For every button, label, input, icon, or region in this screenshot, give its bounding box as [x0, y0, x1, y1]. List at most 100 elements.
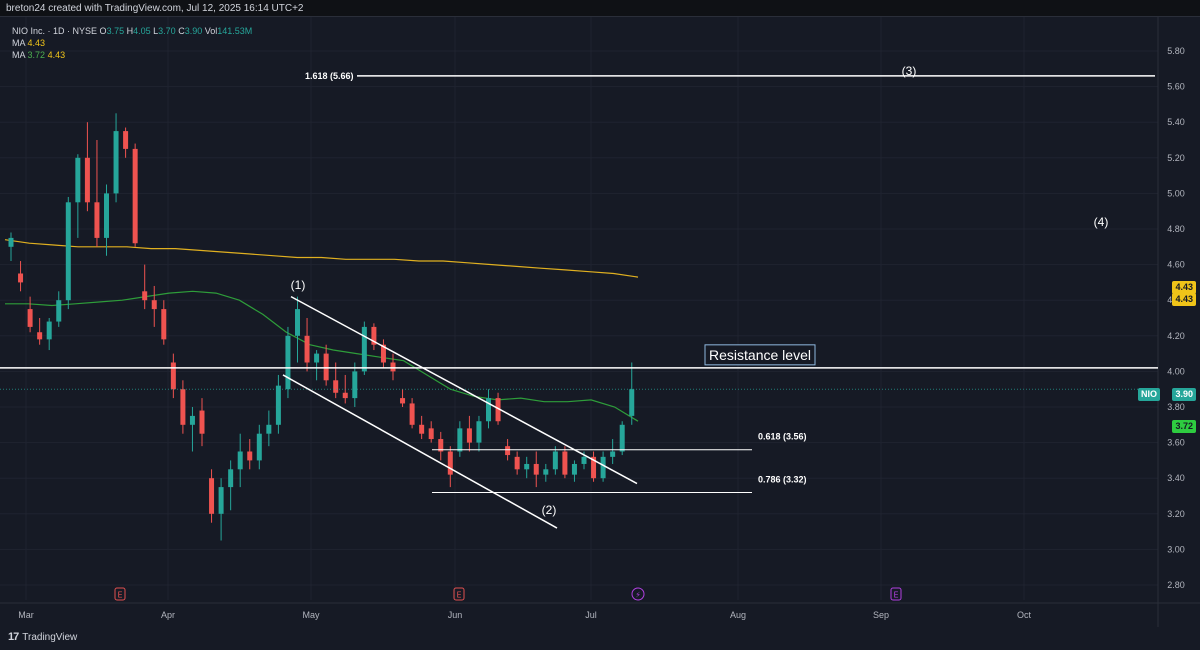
candle-body [495, 398, 501, 422]
time-tick-label: Apr [161, 610, 175, 620]
open-label: O [99, 26, 107, 36]
resistance-label-box [704, 344, 816, 366]
legend-ma-1[interactable]: MA 4.43 [12, 38, 45, 49]
earnings-marker-icon [114, 587, 126, 601]
high-value: 4.05 [133, 26, 151, 36]
ma-short-line [5, 290, 639, 422]
price-tick-label: 5.00 [1167, 188, 1185, 198]
fib-level-label: 0.786 (3.32) [758, 474, 807, 484]
candle-body [552, 451, 558, 470]
candle-body [170, 362, 176, 390]
last-price-badge: 3.90 [1172, 388, 1196, 401]
candle-body [409, 403, 415, 425]
brand-name: TradingView [22, 631, 78, 643]
candle-body [447, 451, 453, 475]
low-label: L [153, 26, 159, 36]
annotations: Resistance level 1.618 (5.66) 0.618 (3.56)… [0, 64, 1158, 529]
candle-body [18, 273, 24, 283]
candle-body [400, 398, 406, 404]
wave-label: (2) [542, 503, 557, 517]
price-tick-label: 3.40 [1167, 473, 1185, 483]
candles [8, 113, 635, 541]
price-tick-label: 5.20 [1167, 153, 1185, 163]
candle-body [256, 433, 262, 461]
candle-body [361, 326, 367, 372]
candle-body [209, 478, 215, 514]
high-label: H [126, 26, 134, 36]
candle-body [285, 335, 291, 390]
time-axis: Mar Apr May Jun Jul Aug Sep Oct [18, 610, 1031, 620]
candle-body [543, 469, 549, 475]
footer [0, 627, 1200, 650]
ma-value: 4.43 [27, 38, 46, 48]
candle-body [505, 446, 511, 456]
candle-body [610, 451, 616, 457]
fib-level-label: 1.618 (5.66) [305, 71, 354, 81]
dividend-marker-icon [631, 587, 645, 601]
wave-label: (1) [291, 278, 306, 292]
candle-body [591, 456, 597, 479]
close-label: C [178, 26, 185, 36]
chart-grid [0, 17, 1200, 627]
tradingview-logo[interactable]: 17 TradingView [8, 631, 77, 643]
time-tick-label: Mar [18, 610, 34, 620]
time-tick-label: Jun [448, 610, 463, 620]
candle-body [228, 469, 234, 488]
time-tick-label: Oct [1017, 610, 1032, 620]
time-tick-label: Sep [873, 610, 889, 620]
symbol-badge: NIO [1137, 388, 1160, 401]
candle-body [275, 385, 281, 425]
event-marker-label: E [893, 591, 898, 600]
earnings-marker-icon [890, 587, 902, 601]
candle-body [457, 428, 463, 452]
candle-body [113, 131, 119, 194]
candle-body [514, 456, 520, 470]
candle-body [438, 439, 444, 452]
price-tick-label: 5.80 [1167, 46, 1185, 56]
channel-upper-line [290, 295, 638, 485]
candle-body [37, 332, 43, 340]
candle-body [600, 456, 606, 479]
legend-ma-2[interactable]: MA 3.72 4.43 [12, 50, 65, 61]
ma-long-price-badge: 4.43 [1172, 293, 1196, 306]
earnings-marker-icon [453, 587, 465, 601]
candle-body [94, 202, 100, 238]
candle-body [562, 451, 568, 475]
candle-body [419, 424, 425, 434]
candle-body [533, 463, 539, 475]
volume-label: Vol [204, 26, 218, 36]
open-value: 3.75 [106, 26, 125, 36]
price-tick-label: 3.00 [1167, 544, 1185, 554]
channel-lower-line [282, 374, 558, 529]
candle-body [524, 463, 530, 470]
candle-body [380, 344, 386, 363]
price-tick-label: 5.40 [1167, 117, 1185, 127]
event-markers: E E ⚡ E [114, 587, 902, 601]
tradingview-logo-icon: 17 [8, 631, 19, 643]
price-tick-label: 3.80 [1167, 402, 1185, 412]
price-tick-label: 4.80 [1167, 224, 1185, 234]
chart-header: breton24 created with TradingView.com, J… [0, 0, 1200, 17]
price-tick-label: 2.80 [1167, 580, 1185, 590]
candle-body [486, 398, 491, 422]
wave-label: (3) [902, 64, 917, 78]
time-tick-label: May [302, 610, 320, 620]
candle-body [466, 428, 472, 443]
candle-body [56, 300, 62, 322]
ma-short-price-badge: 3.72 [1172, 420, 1196, 433]
candle-body [266, 424, 272, 434]
candle-body [27, 309, 33, 327]
candle-body [8, 237, 14, 247]
candle-body [199, 410, 205, 434]
candle-body [142, 291, 148, 301]
candle-body [104, 193, 109, 238]
candle-body [390, 362, 396, 372]
price-tick-label: 3.60 [1167, 438, 1185, 448]
fib-level-label: 0.618 (3.56) [758, 432, 807, 442]
ma-label: MA [12, 50, 26, 60]
moving-averages [4, 239, 639, 422]
candle-body [132, 148, 138, 244]
candle-body [123, 131, 129, 149]
symbol-name: NIO Inc. · 1D · NYSE [12, 26, 98, 36]
